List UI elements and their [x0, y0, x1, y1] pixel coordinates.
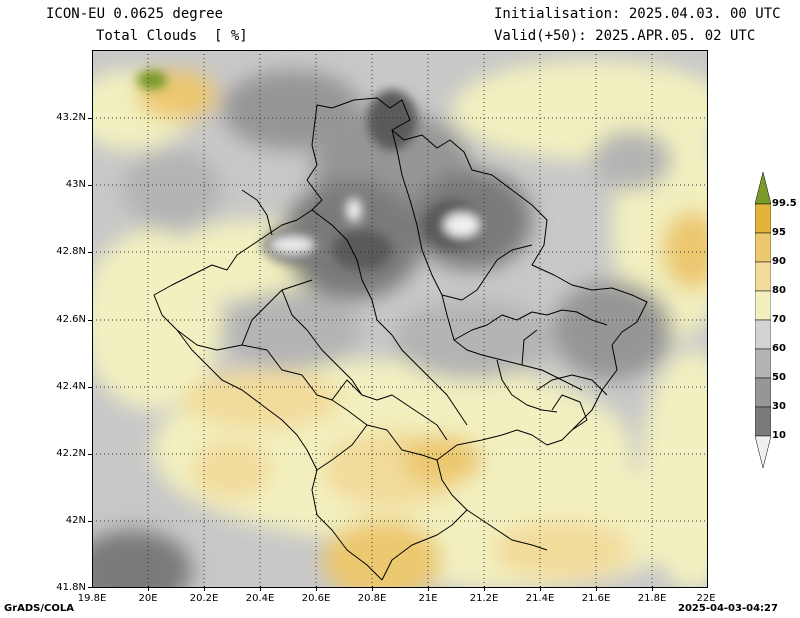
x-tick [484, 586, 485, 591]
y-tick [88, 587, 92, 588]
colorbar-label: 50 [772, 372, 786, 383]
y-tick-label: 42.8N [56, 246, 86, 257]
colorbar-label: 10 [772, 430, 786, 441]
valid-time: Valid(+50): 2025.APR.05. 02 UTC [494, 28, 756, 44]
colorbar-band [755, 290, 771, 321]
x-tick [652, 586, 653, 591]
x-tick-label: 21.8E [637, 593, 667, 604]
x-tick [428, 586, 429, 591]
x-tick-label: 22E [696, 593, 716, 604]
y-tick-label: 43N [65, 179, 86, 190]
y-tick [88, 320, 92, 321]
variable-title: Total Clouds [ %] [96, 28, 248, 44]
colorbar [755, 172, 771, 468]
colorbar-bottom-arrow [755, 435, 771, 468]
x-tick-label: 20.4E [245, 593, 275, 604]
x-tick-label: 20.8E [357, 593, 387, 604]
colorbar-band [755, 261, 771, 292]
colorbar-label: 90 [772, 256, 786, 267]
cloud-map[interactable] [92, 50, 708, 588]
y-tick [88, 118, 92, 119]
x-tick-label: 21.6E [581, 593, 611, 604]
x-tick-label: 21E [418, 593, 438, 604]
colorbar-label: 60 [772, 343, 786, 354]
y-tick-label: 42.4N [56, 381, 86, 392]
x-tick [540, 586, 541, 591]
y-tick-label: 41.8N [56, 582, 86, 593]
region-boundaries [153, 97, 648, 581]
y-tick-label: 42.6N [56, 314, 86, 325]
y-tick [88, 387, 92, 388]
footer-credit: GrADS/COLA [4, 603, 74, 614]
x-tick-label: 20.2E [189, 593, 219, 604]
x-tick [596, 586, 597, 591]
x-tick-label: 20.6E [301, 593, 331, 604]
colorbar-band [755, 377, 771, 408]
x-tick-label: 21.4E [525, 593, 555, 604]
initialisation-time: Initialisation: 2025.04.03. 00 UTC [494, 6, 781, 22]
colorbar-band [755, 406, 771, 437]
x-tick [372, 586, 373, 591]
colorbar-band [755, 232, 771, 263]
colorbar-band [755, 348, 771, 379]
x-tick-label: 20E [138, 593, 158, 604]
y-tick [88, 252, 92, 253]
colorbar-label: 95 [772, 227, 786, 238]
model-title: ICON-EU 0.0625 degree [46, 6, 224, 22]
x-tick [148, 586, 149, 591]
colorbar-band [755, 203, 771, 234]
footer-timestamp: 2025-04-03-04:27 [678, 603, 778, 614]
y-tick-label: 43.2N [56, 112, 86, 123]
y-tick-label: 42.2N [56, 448, 86, 459]
x-tick-label: 21.2E [469, 593, 499, 604]
colorbar-label: 70 [772, 314, 786, 325]
y-tick [88, 185, 92, 186]
colorbar-label: 80 [772, 285, 786, 296]
graticule [92, 50, 708, 588]
x-tick [316, 586, 317, 591]
colorbar-band [755, 319, 771, 350]
y-tick-label: 42N [65, 515, 86, 526]
colorbar-label: 30 [772, 401, 786, 412]
y-tick [88, 454, 92, 455]
colorbar-label: 99.5 [772, 198, 797, 209]
colorbar-top-arrow [755, 172, 771, 205]
y-tick [88, 521, 92, 522]
x-tick [204, 586, 205, 591]
x-tick-label: 19.8E [77, 593, 107, 604]
x-tick [260, 586, 261, 591]
